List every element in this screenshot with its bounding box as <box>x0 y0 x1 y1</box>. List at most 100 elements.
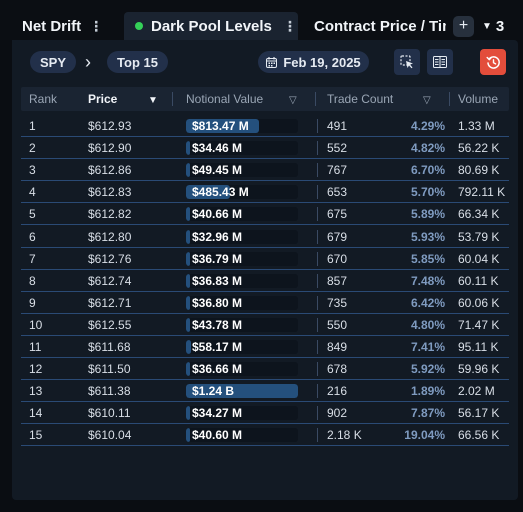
sort-toggle-icon[interactable]: ▽ <box>289 95 297 106</box>
column-divider <box>317 185 318 200</box>
price-cell: $611.38 <box>88 384 131 399</box>
pointer-select-icon <box>400 55 413 69</box>
notional-value-label: $36.66 M <box>192 362 243 377</box>
volume-cell: 792.11 K <box>458 185 506 200</box>
notional-bar <box>186 428 190 443</box>
notional-value-cell: $58.17 M <box>186 340 298 354</box>
column-divider <box>317 295 318 310</box>
volume-cell: 71.47 K <box>458 317 500 332</box>
notional-bar <box>186 273 190 288</box>
volume-cell: 80.69 K <box>458 163 500 178</box>
calendar-icon <box>266 56 278 68</box>
rank-cell: 8 <box>29 273 36 288</box>
notional-value-cell: $1.24 B <box>186 384 298 399</box>
tab-contract-label: Contract Price / Time <box>314 17 446 35</box>
column-header-price[interactable]: Price <box>88 92 118 106</box>
table-row[interactable]: 11 $611.68 $58.17 M 849 7.41% 95.11 K <box>21 336 509 358</box>
column-header-rank[interactable]: Rank <box>29 92 58 106</box>
column-divider <box>317 229 318 244</box>
tab-net-drift-label: Net Drift <box>22 17 82 35</box>
table-row[interactable]: 14 $610.11 $34.27 M 902 7.87% 56.17 K <box>21 402 509 425</box>
trade-percent-cell: 19.04% <box>404 428 445 443</box>
rank-cell: 14 <box>29 406 43 421</box>
ticker-selector[interactable]: SPY <box>30 51 76 73</box>
table-row[interactable]: 10 $612.55 $43.78 M 550 4.80% 71.47 K <box>21 314 509 336</box>
volume-cell: 66.56 K <box>458 428 500 443</box>
top-filter-selector[interactable]: Top 15 <box>107 51 168 73</box>
trade-percent-cell: 5.89% <box>410 207 445 222</box>
notional-value-cell: $485.43 M <box>186 185 298 200</box>
table-row[interactable]: 6 $612.80 $32.96 M 679 5.93% 53.79 K <box>21 226 509 248</box>
table-row[interactable]: 15 $610.04 $40.60 M 2.18 K 19.04% 66.56 K <box>21 424 509 447</box>
volume-cell: 60.11 K <box>458 273 499 288</box>
volume-cell: 60.04 K <box>458 251 500 266</box>
table-row[interactable]: 12 $611.50 $36.66 M 678 5.92% 59.96 K <box>21 358 509 381</box>
trade-percent-cell: 7.41% <box>410 340 445 354</box>
date-label: Feb 19, 2025 <box>283 54 361 70</box>
tab-overflow-dropdown[interactable]: ▼ 3 <box>482 15 504 37</box>
table-row[interactable]: 3 $612.86 $49.45 M 767 6.70% 80.69 K <box>21 159 509 182</box>
column-divider <box>317 362 318 377</box>
volume-cell: 1.33 M <box>458 119 495 133</box>
notional-bar <box>186 207 190 222</box>
table-row[interactable]: 1 $612.93 $813.47 M 491 4.29% 1.33 M <box>21 115 509 137</box>
column-header-trade-count[interactable]: Trade Count <box>327 92 394 106</box>
select-mode-button[interactable] <box>394 49 420 75</box>
trade-count-cell: 2.18 K <box>327 428 362 443</box>
price-cell: $611.50 <box>88 362 131 377</box>
columns-button[interactable] <box>427 49 453 75</box>
sort-desc-icon[interactable]: ▼ <box>148 95 158 106</box>
column-divider <box>317 141 318 156</box>
trade-percent-cell: 7.87% <box>410 406 445 421</box>
volume-cell: 66.34 K <box>458 207 500 222</box>
add-tab-button[interactable]: + <box>453 16 474 37</box>
trade-count-cell: 216 <box>327 384 348 399</box>
notional-bar <box>186 340 192 354</box>
notional-value-label: $58.17 M <box>192 340 243 354</box>
notional-bar <box>186 406 190 421</box>
kebab-menu-icon[interactable]: ⋮ <box>89 17 104 34</box>
price-cell: $612.76 <box>88 251 132 266</box>
tab-contract-price-time[interactable]: Contract Price / Time <box>304 12 446 40</box>
volume-cell: 53.79 K <box>458 229 500 244</box>
trade-count-cell: 675 <box>327 207 348 222</box>
trade-percent-cell: 4.29% <box>410 119 445 133</box>
column-divider <box>317 406 318 421</box>
table-row[interactable]: 7 $612.76 $36.79 M 670 5.85% 60.04 K <box>21 248 509 270</box>
table-row[interactable]: 2 $612.90 $34.46 M 552 4.82% 56.22 K <box>21 137 509 160</box>
tab-dark-pool-levels[interactable]: Dark Pool Levels ⋮ <box>124 12 298 40</box>
notional-bar <box>186 141 190 156</box>
kebab-menu-icon[interactable]: ⋮ <box>282 17 297 34</box>
table-row[interactable]: 4 $612.83 $485.43 M 653 5.70% 792.11 K <box>21 181 509 204</box>
price-cell: $610.11 <box>88 406 131 421</box>
column-header-volume[interactable]: Volume <box>458 92 499 106</box>
trade-percent-cell: 5.93% <box>410 229 445 244</box>
volume-cell: 59.96 K <box>458 362 500 377</box>
column-header-notional-value[interactable]: Notional Value <box>186 92 264 106</box>
reset-history-button[interactable] <box>480 49 506 75</box>
table-row[interactable]: 8 $612.74 $36.83 M 857 7.48% 60.11 K <box>21 270 509 292</box>
rank-cell: 1 <box>29 119 36 133</box>
notional-value-label: $485.43 M <box>192 185 249 200</box>
price-cell: $612.86 <box>88 163 132 178</box>
sort-toggle-icon[interactable]: ▽ <box>423 95 431 106</box>
column-divider <box>317 317 318 332</box>
table-row[interactable]: 9 $612.71 $36.80 M 735 6.42% 60.06 K <box>21 292 509 314</box>
rank-cell: 10 <box>29 317 43 332</box>
trade-count-cell: 552 <box>327 141 348 156</box>
table-row[interactable]: 13 $611.38 $1.24 B 216 1.89% 2.02 M <box>21 380 509 403</box>
column-divider[interactable] <box>315 92 316 106</box>
notional-value-cell: $49.45 M <box>186 163 298 178</box>
table-row[interactable]: 5 $612.82 $40.66 M 675 5.89% 66.34 K <box>21 203 509 226</box>
column-divider[interactable] <box>172 92 173 106</box>
trade-count-cell: 857 <box>327 273 348 288</box>
notional-value-cell: $36.79 M <box>186 251 298 266</box>
chevron-right-icon: › <box>85 52 91 72</box>
column-divider[interactable] <box>449 92 450 106</box>
date-picker[interactable]: Feb 19, 2025 <box>258 51 369 73</box>
notional-value-label: $34.27 M <box>192 406 243 421</box>
trade-count-cell: 767 <box>327 163 348 178</box>
tab-net-drift[interactable]: Net Drift ⋮ <box>22 12 103 40</box>
tab-overflow-count: 3 <box>495 17 505 35</box>
column-divider <box>317 207 318 222</box>
